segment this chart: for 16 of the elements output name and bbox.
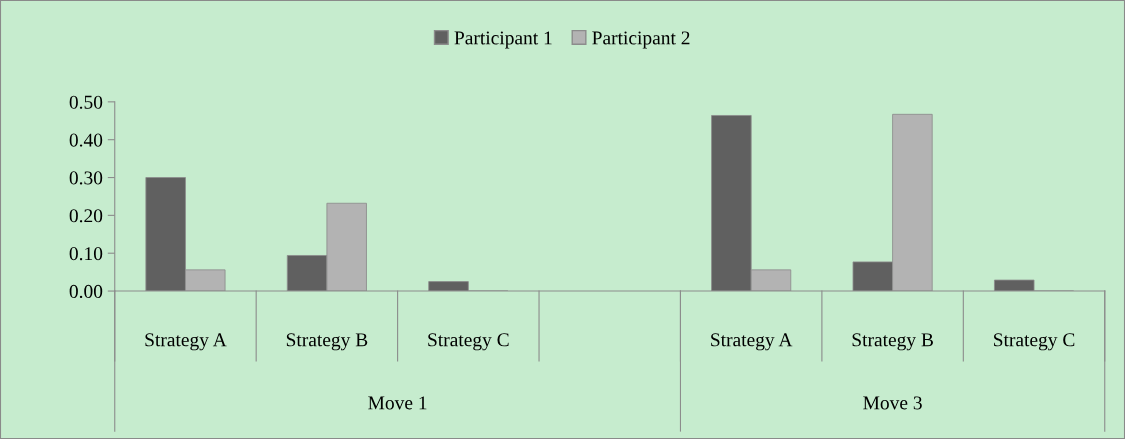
x-tick-label: Strategy A [711, 333, 793, 351]
legend-label: Participant 1 [454, 31, 552, 49]
y-tick-label: 0.10 [69, 247, 103, 261]
x-tick-label: Strategy C [994, 333, 1075, 351]
legend-label: Participant 2 [592, 31, 690, 49]
y-tick-label: 0.50 [69, 95, 103, 109]
y-tick-label: 0.40 [69, 133, 103, 147]
text: Move 1 [368, 396, 427, 410]
y-tick-label: 0.30 [69, 171, 103, 185]
x-tick-label: Strategy A [145, 333, 227, 351]
x-tick-label: Strategy B [286, 333, 368, 351]
y-tick-label: 0.00 [69, 284, 103, 299]
x-tick-label: Strategy B [852, 333, 933, 351]
x-tick-label: Strategy C [428, 333, 509, 351]
y-tick-label: 0.20 [69, 209, 103, 223]
text: Move 3 [863, 396, 922, 410]
